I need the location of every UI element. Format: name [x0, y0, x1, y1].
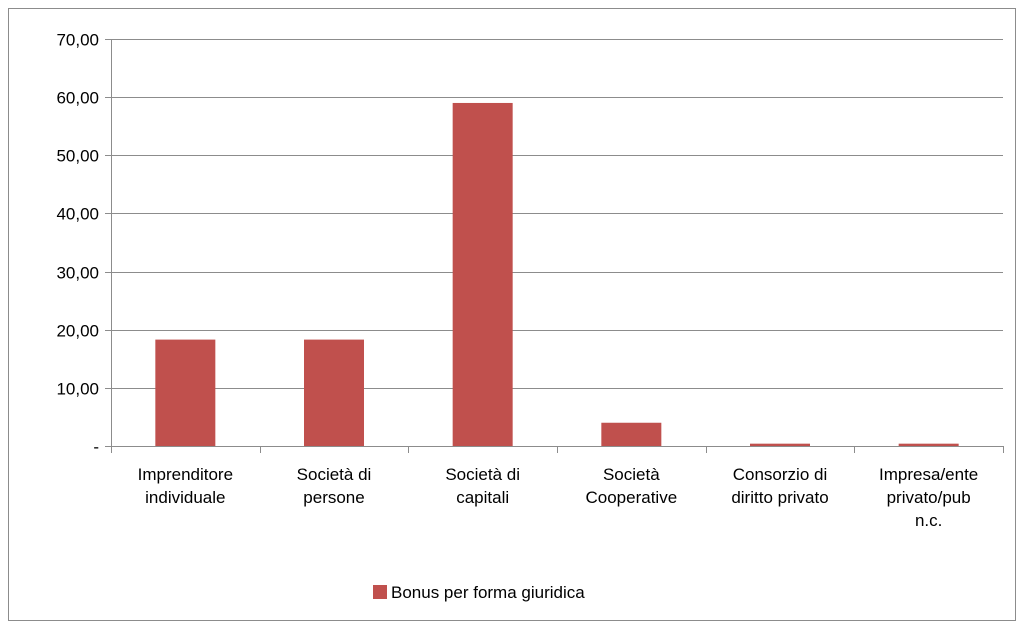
gridlines — [105, 39, 1003, 447]
x-category-label: Imprenditore individuale — [138, 465, 233, 507]
x-category-labels: Imprenditore individuale Società di persone… — [138, 465, 979, 530]
y-tick-label: 60,00 — [56, 89, 99, 108]
y-tick-label: 20,00 — [56, 322, 99, 341]
y-tick-label: 40,00 — [56, 205, 99, 224]
axes — [111, 39, 1004, 453]
y-tick-label: 10,00 — [56, 380, 99, 399]
x-category-label: Consorzio di diritto privato — [731, 465, 828, 507]
x-category-label: Società Cooperative — [585, 465, 677, 507]
x-category-label: Società di capitali — [445, 465, 520, 507]
chart-area: - 10,00 20,00 30,00 40,00 50,00 60,00 70,00 Imp… — [8, 8, 1016, 621]
bar — [898, 443, 959, 446]
bar — [750, 443, 810, 446]
bar — [452, 102, 513, 446]
bar — [155, 339, 216, 446]
y-tick-label: - — [93, 438, 99, 457]
bars — [155, 102, 959, 446]
bar-chart: - 10,00 20,00 30,00 40,00 50,00 60,00 70,00 Imp… — [56, 31, 1004, 602]
x-category-label: Società di persone — [297, 465, 372, 507]
y-tick-label: 50,00 — [56, 147, 99, 166]
legend-swatch — [373, 585, 387, 599]
legend: Bonus per forma giuridica — [373, 583, 585, 602]
legend-label: Bonus per forma giuridica — [391, 583, 585, 602]
y-tick-label: 70,00 — [56, 31, 99, 50]
y-tick-label: 30,00 — [56, 264, 99, 283]
bar — [601, 422, 662, 446]
y-tick-labels: - 10,00 20,00 30,00 40,00 50,00 60,00 70,00 — [56, 31, 99, 457]
bar — [304, 339, 364, 446]
x-category-label: Impresa/ente privato/pub n.c. — [879, 465, 978, 530]
